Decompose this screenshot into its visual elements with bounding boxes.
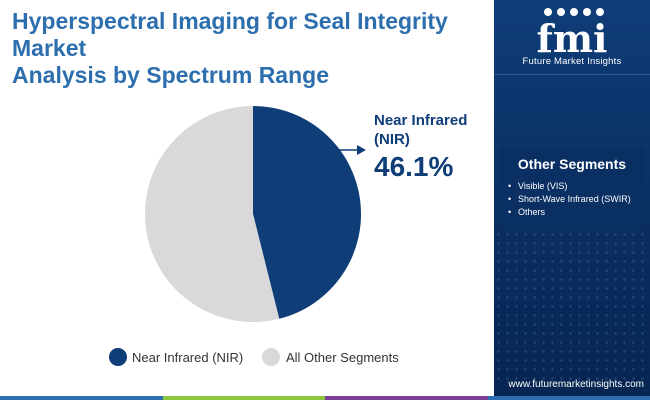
legend-label-nir: Near Infrared (NIR) bbox=[132, 350, 243, 365]
pie-slice-nir bbox=[253, 106, 362, 319]
other-segment-label: Visible (VIS) bbox=[518, 181, 568, 191]
legend: Near Infrared (NIR) All Other Segments bbox=[109, 348, 399, 366]
bullet-icon: • bbox=[508, 207, 512, 217]
bullet-icon: • bbox=[508, 181, 512, 191]
callout-label-line-1: Near Infrared bbox=[374, 112, 467, 129]
other-segment-item: • Short-Wave Infrared (SWIR) bbox=[508, 193, 631, 206]
other-segment-item: • Others bbox=[508, 206, 631, 219]
other-segment-label: Others bbox=[518, 207, 546, 217]
bottom-bar-segment bbox=[162, 396, 325, 400]
callout-label-line-2: (NIR) bbox=[374, 131, 410, 148]
callout-value: 46.1% bbox=[374, 151, 453, 182]
chart-title-line-1: Hyperspectral Imaging for Seal Integrity… bbox=[12, 8, 448, 61]
callout-arrowhead bbox=[357, 145, 366, 155]
other-segments-panel: Other Segments • Visible (VIS) • Short-Wav… bbox=[500, 148, 644, 230]
sidebar-divider bbox=[494, 74, 650, 75]
bottom-color-bar bbox=[0, 396, 650, 400]
other-segments-title: Other Segments bbox=[517, 156, 627, 172]
logo-icon-row bbox=[544, 8, 604, 16]
logo-caption: Future Market Insights bbox=[522, 56, 622, 67]
legend-marker-other bbox=[262, 348, 280, 366]
other-segments-list: • Visible (VIS) • Short-Wave Infrared (SWI… bbox=[508, 180, 631, 219]
other-segment-label: Short-Wave Infrared (SWIR) bbox=[518, 194, 631, 204]
legend-marker-nir bbox=[109, 348, 127, 366]
bottom-bar-segment bbox=[0, 396, 163, 400]
logo-text: fmi bbox=[537, 16, 608, 61]
pie-chart: Near Infrared (NIR) 46.1% Near Infrared … bbox=[109, 106, 467, 366]
legend-label-other: All Other Segments bbox=[286, 350, 399, 365]
chart-title: Hyperspectral Imaging for Seal Integrity… bbox=[12, 8, 492, 89]
chart-title-line-2: Analysis by Spectrum Range bbox=[12, 62, 329, 88]
pie-slice-other-segments bbox=[145, 106, 280, 322]
callout: Near Infrared (NIR) 46.1% bbox=[336, 112, 467, 182]
bullet-icon: • bbox=[508, 194, 512, 204]
bottom-bar-segment bbox=[487, 396, 650, 400]
website-url[interactable]: www.futuremarketinsights.com bbox=[508, 379, 644, 390]
other-segment-item: • Visible (VIS) bbox=[508, 180, 631, 193]
decorative-dot-pattern bbox=[494, 230, 650, 380]
bottom-bar-segment bbox=[325, 396, 488, 400]
fmi-logo: fmi bbox=[537, 8, 608, 61]
pie-slices bbox=[145, 106, 362, 322]
